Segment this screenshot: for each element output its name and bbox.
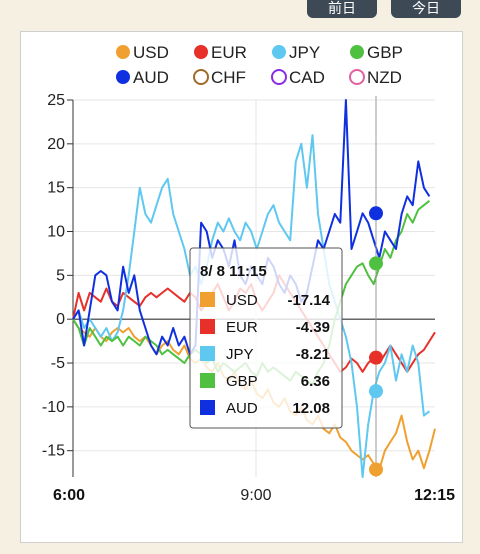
y-tick-label: 15 — [47, 180, 65, 197]
hover-marker-aud — [369, 206, 383, 221]
x-tick-label: 6:00 — [53, 487, 85, 504]
y-tick-label: 5 — [56, 267, 65, 284]
legend-marker-usd[interactable] — [116, 45, 130, 59]
previous-day-button[interactable]: 前日 — [307, 0, 377, 18]
legend-marker-nzd[interactable] — [349, 69, 365, 85]
legend-label-jpy[interactable]: JPY — [289, 43, 320, 62]
legend-label-chf[interactable]: CHF — [211, 68, 246, 87]
tooltip-name-aud: AUD — [226, 400, 258, 417]
tooltip-swatch-usd — [200, 292, 215, 307]
chart-panel: USD EUR JPY GBP AUD CHF CAD NZD 25 20 15 10 5 0 -5 -10… — [20, 31, 463, 543]
y-tick-label: 20 — [47, 136, 65, 153]
y-tick-label: -15 — [42, 443, 65, 460]
legend-marker-jpy[interactable] — [272, 45, 286, 59]
fx-strength-chart: USD EUR JPY GBP AUD CHF CAD NZD 25 20 15 10 5 0 -5 -10… — [42, 43, 455, 504]
x-tick-label: 12:15 — [414, 487, 455, 504]
y-tick-label: 0 — [56, 311, 65, 328]
legend-label-aud[interactable]: AUD — [133, 68, 169, 87]
hover-marker-usd — [369, 462, 383, 477]
tooltip-swatch-gbp — [200, 373, 215, 388]
tooltip: 8/ 8 11:15 USD -17.14 EUR -4.39 JPY -8.21 GBP 6.… — [189, 247, 343, 429]
legend-marker-chf[interactable] — [193, 69, 209, 85]
tooltip-name-jpy: JPY — [226, 346, 254, 363]
tooltip-value-gbp: 6.36 — [301, 373, 330, 390]
legend-label-cad[interactable]: CAD — [289, 68, 325, 87]
tooltip-swatch-eur — [200, 319, 215, 334]
tooltip-name-eur: EUR — [226, 319, 258, 336]
tooltip-value-usd: -17.14 — [287, 292, 330, 309]
tooltip-name-gbp: GBP — [226, 373, 258, 390]
legend-label-eur[interactable]: EUR — [211, 43, 247, 62]
tooltip-box — [189, 247, 343, 429]
x-tick-label: 9:00 — [240, 487, 271, 504]
tooltip-title: 8/ 8 11:15 — [200, 263, 267, 280]
tooltip-value-jpy: -8.21 — [296, 346, 330, 363]
legend-label-usd[interactable]: USD — [133, 43, 169, 62]
tooltip-value-aud: 12.08 — [292, 400, 330, 417]
y-tick-label: -10 — [42, 399, 65, 416]
tooltip-swatch-jpy — [200, 346, 215, 361]
legend-marker-aud[interactable] — [116, 70, 130, 84]
tooltip-value-eur: -4.39 — [296, 319, 330, 336]
y-tick-label: 25 — [47, 92, 65, 109]
legend-label-nzd[interactable]: NZD — [367, 68, 402, 87]
legend: USD EUR JPY GBP AUD CHF CAD NZD — [116, 43, 403, 87]
y-tick-label: -5 — [51, 355, 65, 372]
tooltip-swatch-aud — [200, 400, 215, 415]
legend-marker-gbp[interactable] — [350, 45, 364, 59]
tooltip-name-usd: USD — [226, 292, 258, 309]
y-tick-label: 10 — [47, 224, 65, 241]
legend-label-gbp[interactable]: GBP — [367, 43, 403, 62]
hover-marker-eur — [369, 350, 383, 365]
legend-marker-cad[interactable] — [271, 69, 287, 85]
today-button[interactable]: 今日 — [391, 0, 461, 18]
hover-marker-gbp — [369, 256, 383, 271]
axes: 25 20 15 10 5 0 -5 -10 -15 6:00 9:00 12:15 — [42, 92, 455, 504]
hover-marker-jpy — [369, 384, 383, 399]
series-line-jpy[interactable] — [72, 134, 431, 478]
legend-marker-eur[interactable] — [194, 45, 208, 59]
hover-markers — [369, 96, 383, 477]
